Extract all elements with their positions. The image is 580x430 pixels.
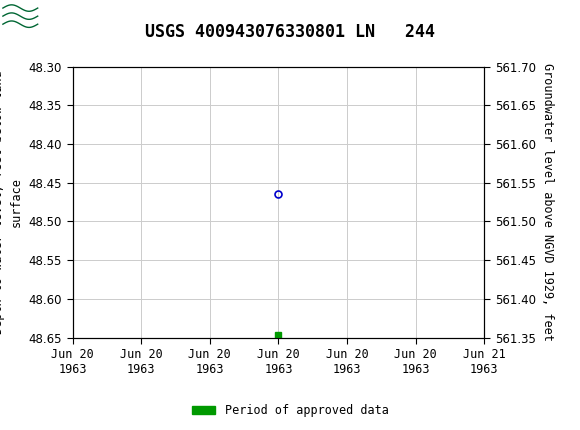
Text: USGS 400943076330801 LN   244: USGS 400943076330801 LN 244 bbox=[145, 23, 435, 41]
Text: USGS: USGS bbox=[44, 7, 99, 25]
Legend: Period of approved data: Period of approved data bbox=[187, 399, 393, 422]
Y-axis label: Depth to water level, feet below land
surface: Depth to water level, feet below land su… bbox=[0, 70, 23, 334]
Y-axis label: Groundwater level above NGVD 1929, feet: Groundwater level above NGVD 1929, feet bbox=[541, 63, 554, 341]
